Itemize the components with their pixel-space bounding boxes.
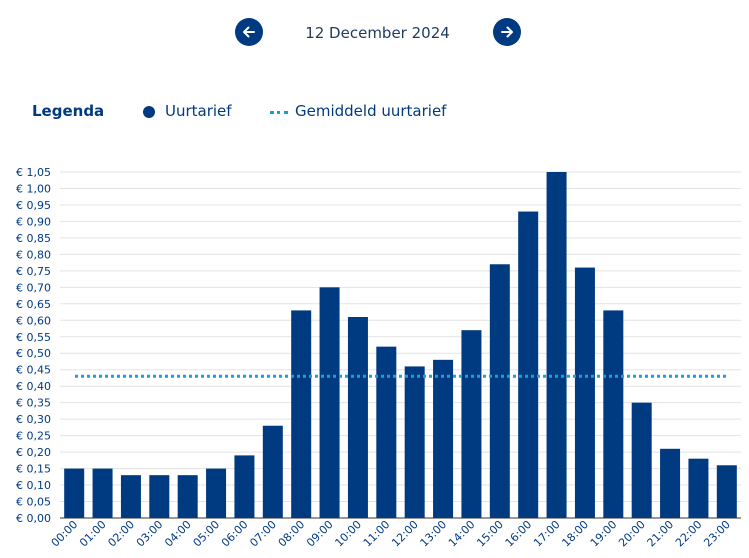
bar: [660, 448, 681, 518]
y-tick-label: € 0,50: [16, 347, 51, 360]
y-tick-label: € 0,40: [16, 380, 51, 393]
x-tick-label: 03:00: [134, 518, 166, 550]
bar: [716, 465, 737, 518]
bar: [433, 359, 454, 518]
bar: [120, 475, 141, 518]
y-tick-label: € 0,90: [16, 215, 51, 228]
x-tick-label: 01:00: [77, 518, 109, 550]
x-tick-label: 09:00: [304, 518, 336, 550]
y-tick-label: € 0,65: [16, 298, 51, 311]
x-tick-label: 12:00: [389, 518, 421, 550]
x-tick-label: 23:00: [701, 518, 733, 550]
bar: [376, 346, 397, 518]
x-tick-label: 08:00: [276, 518, 308, 550]
legend: Legenda Uurtarief Gemiddeld uurtarief: [0, 102, 749, 122]
x-tick-label: 07:00: [247, 518, 279, 550]
x-tick-label: 17:00: [531, 518, 563, 550]
x-tick-label: 11:00: [361, 518, 393, 550]
bar: [347, 316, 368, 518]
bar: [546, 172, 567, 518]
x-tick-label: 19:00: [588, 518, 620, 550]
legend-series-marker: [143, 106, 155, 118]
x-tick-label: 04:00: [162, 518, 194, 550]
legend-series-label: Uurtarief: [165, 102, 232, 120]
y-tick-label: € 0,25: [16, 430, 51, 443]
bar: [177, 475, 198, 518]
bar: [262, 425, 283, 518]
x-tick-label: 22:00: [673, 518, 705, 550]
y-tick-label: € 0,00: [16, 512, 51, 525]
x-tick-label: 02:00: [105, 518, 137, 550]
x-tick-label: 10:00: [332, 518, 364, 550]
x-tick-label: 18:00: [559, 518, 591, 550]
date-label: 12 December 2024: [305, 24, 450, 42]
x-tick-label: 14:00: [446, 518, 478, 550]
y-tick-label: € 1,00: [16, 182, 51, 195]
bar: [149, 475, 170, 518]
x-tick-label: 15:00: [474, 518, 506, 550]
bar: [688, 458, 709, 518]
bar: [603, 310, 624, 518]
y-tick-label: € 0,10: [16, 479, 51, 492]
bar: [64, 468, 85, 518]
arrow-right-icon: [501, 26, 513, 38]
x-tick-label: 00:00: [49, 518, 81, 550]
y-tick-label: € 0,75: [16, 265, 51, 278]
y-tick-label: € 0,55: [16, 331, 51, 344]
bar: [206, 468, 227, 518]
bar: [461, 330, 482, 518]
y-tick-label: € 0,05: [16, 496, 51, 509]
y-tick-label: € 0,70: [16, 281, 51, 294]
y-tick-label: € 0,15: [16, 463, 51, 476]
x-tick-label: 05:00: [191, 518, 223, 550]
y-tick-label: € 0,85: [16, 232, 51, 245]
bar: [92, 468, 113, 518]
next-day-button[interactable]: [493, 18, 521, 46]
bar: [319, 287, 340, 518]
x-tick-label: 16:00: [503, 518, 535, 550]
bar: [234, 455, 255, 518]
x-tick-label: 06:00: [219, 518, 251, 550]
y-tick-label: € 0,95: [16, 199, 51, 212]
y-tick-label: € 0,60: [16, 314, 51, 327]
previous-day-button[interactable]: [235, 18, 263, 46]
date-navigation: 12 December 2024: [0, 17, 749, 47]
x-tick-label: 21:00: [645, 518, 677, 550]
legend-title: Legenda: [32, 102, 105, 120]
x-tick-label: 20:00: [616, 518, 648, 550]
legend-average-label: Gemiddeld uurtarief: [295, 102, 447, 120]
y-tick-label: € 1,05: [16, 166, 51, 179]
hourly-price-chart: € 0,00 € 0,05 € 0,10 € 0,15 € 0,20 € 0,25 € 0,…: [16, 166, 741, 550]
legend-average-marker: [270, 111, 288, 114]
arrow-left-icon: [243, 26, 255, 38]
y-tick-label: € 0,20: [16, 446, 51, 459]
y-tick-label: € 0,30: [16, 413, 51, 426]
bar: [574, 267, 595, 518]
bar: [518, 211, 539, 519]
bar: [291, 310, 312, 518]
y-tick-label: € 0,45: [16, 364, 51, 377]
y-tick-label: € 0,80: [16, 248, 51, 261]
y-tick-label: € 0,35: [16, 397, 51, 410]
bar: [631, 402, 652, 518]
x-tick-label: 13:00: [418, 518, 450, 550]
bar: [404, 366, 425, 518]
bar: [489, 264, 510, 518]
